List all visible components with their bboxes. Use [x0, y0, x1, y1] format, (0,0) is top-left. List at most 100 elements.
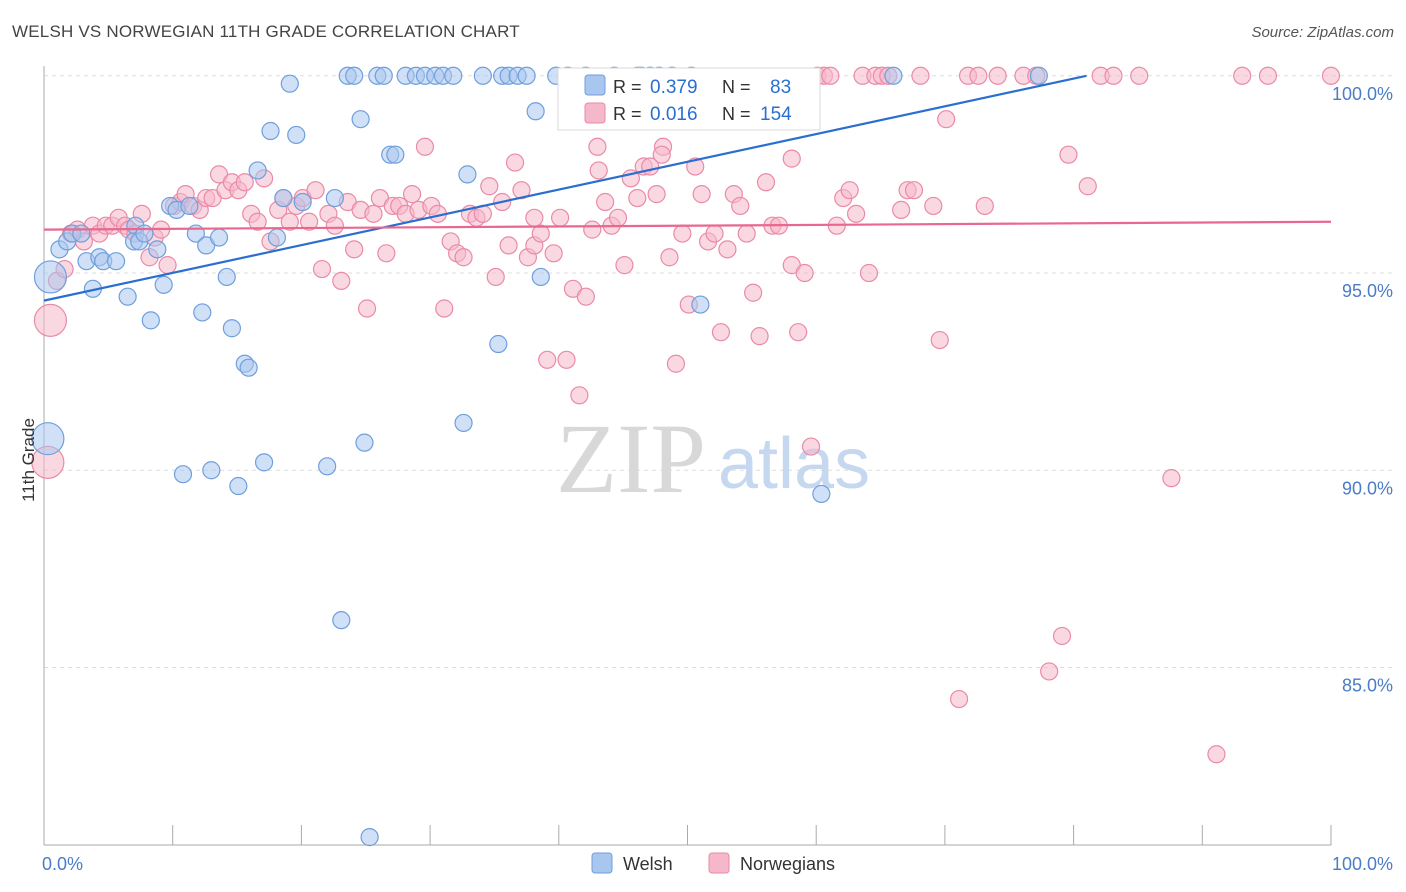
welsh-points	[31, 66, 1048, 847]
legend-welsh-swatch	[591, 852, 613, 874]
norwegian-point	[538, 350, 557, 369]
norwegian-point	[345, 240, 364, 259]
norwegian-point	[402, 185, 422, 204]
watermark-zip: ZIP	[556, 403, 706, 514]
welsh-point	[360, 828, 379, 847]
welsh-point	[345, 66, 364, 85]
norwegian-point	[550, 208, 570, 227]
welsh-point	[691, 295, 710, 314]
norwegian-point	[801, 437, 821, 456]
norwegian-point	[248, 212, 267, 231]
welsh-point	[280, 74, 299, 93]
norwegian-point	[505, 153, 525, 172]
norwegian-point	[312, 259, 332, 279]
welsh-n-value: 83	[770, 77, 791, 98]
norwegian-point	[846, 204, 866, 223]
norwegian-point	[821, 66, 840, 85]
norwegian-point	[325, 216, 344, 235]
welsh-point	[332, 611, 351, 630]
y-tick-label: 90.0%	[1342, 478, 1393, 498]
watermark-atlas: atlas	[718, 424, 870, 504]
welsh-point	[374, 66, 393, 85]
norwegian-point	[1104, 66, 1123, 85]
norwegian-point	[937, 110, 956, 129]
norwegian-point	[357, 299, 377, 318]
welsh-swatch	[584, 74, 606, 96]
welsh-point	[135, 224, 154, 243]
welsh-point	[118, 287, 137, 306]
norwegian-point	[1052, 626, 1072, 646]
series-legend: Welsh Norwegians	[591, 852, 835, 874]
welsh-point	[193, 303, 212, 322]
welsh-point	[454, 413, 473, 433]
norwegian-point	[673, 224, 692, 243]
norwegian-point	[486, 267, 505, 287]
norwegian-point	[1078, 177, 1097, 196]
chart-title: WELSH VS NORWEGIAN 11TH GRADE CORRELATIO…	[12, 22, 520, 41]
welsh-point	[287, 125, 306, 145]
norwegian-point	[544, 244, 563, 263]
welsh-point	[444, 66, 463, 85]
welsh-trend-line	[43, 74, 1087, 302]
norwegian-point	[975, 196, 994, 216]
tick-labels: 100.0% 95.0% 90.0% 85.0% 0.0% 100.0%	[42, 84, 1393, 874]
norwegian-swatch	[584, 102, 606, 124]
watermark: ZIP atlas	[556, 403, 870, 514]
y-tick-label: 100.0%	[1332, 84, 1393, 104]
norwegian-point	[705, 224, 724, 243]
norwegian-point	[750, 327, 769, 346]
norwegian-point	[686, 157, 705, 176]
norwegian-point	[840, 181, 859, 200]
welsh-point	[351, 110, 370, 129]
welsh-point	[473, 66, 492, 85]
welsh-point	[1029, 66, 1048, 85]
norwegian-point	[652, 145, 671, 164]
norwegian-point	[744, 283, 763, 302]
welsh-point	[239, 358, 258, 377]
norwegian-point	[415, 137, 435, 156]
norwegian-point	[1258, 66, 1278, 85]
norwegian-point	[737, 224, 756, 243]
x-tick-label: 0.0%	[42, 854, 83, 874]
legend-norwegian-swatch	[708, 852, 730, 874]
norwegian-point	[531, 224, 550, 243]
norwegian-point	[377, 244, 396, 263]
welsh-point	[458, 165, 477, 184]
norwegian-point	[364, 204, 383, 223]
welsh-r-label: R =	[613, 77, 642, 97]
y-axis-label: 11th Grade	[19, 418, 38, 502]
welsh-point	[812, 484, 831, 504]
norwegian-point	[892, 200, 911, 219]
welsh-point	[884, 66, 903, 85]
welsh-point	[173, 465, 193, 484]
norwegian-point	[454, 248, 473, 267]
welsh-point	[531, 267, 550, 287]
welsh-point	[261, 121, 280, 141]
welsh-point	[202, 461, 221, 480]
welsh-point	[72, 224, 91, 243]
y-tick-label: 85.0%	[1342, 675, 1393, 695]
norwegian-point	[949, 689, 969, 709]
welsh-point	[148, 240, 167, 259]
norwegian-point	[911, 66, 930, 85]
welsh-point	[248, 161, 267, 180]
norwegian-point	[628, 188, 647, 208]
norwegian-point	[930, 330, 949, 350]
norwegian-point	[904, 181, 924, 200]
norwegian-point	[666, 354, 686, 373]
welsh-point	[274, 188, 293, 208]
welsh-n-label: N =	[722, 77, 751, 97]
welsh-point	[489, 334, 508, 354]
welsh-point	[217, 267, 236, 287]
norwegian-point	[588, 137, 607, 156]
norwegian-point	[711, 323, 731, 342]
welsh-point	[31, 422, 65, 456]
norwegian-point	[435, 299, 454, 318]
norwegian-point	[280, 212, 299, 231]
welsh-point	[141, 311, 160, 330]
welsh-point	[254, 453, 274, 472]
norwegian-n-label: N =	[722, 104, 751, 124]
welsh-point	[355, 433, 374, 452]
norwegian-point	[859, 263, 879, 283]
welsh-point	[386, 145, 405, 164]
